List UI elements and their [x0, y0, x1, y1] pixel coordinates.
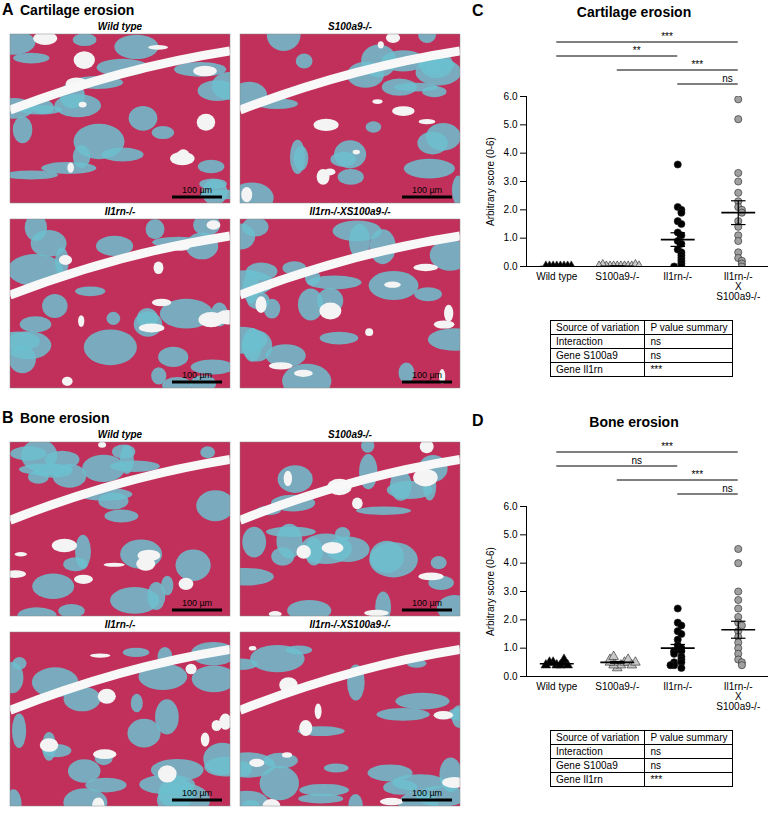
svg-text:S100a9-/-: S100a9-/-	[595, 271, 639, 282]
svg-text:100 µm: 100 µm	[182, 185, 212, 195]
svg-text:Wild type: Wild type	[98, 429, 143, 440]
svg-text:100 µm: 100 µm	[182, 788, 212, 798]
html-text:Cartilage erosion: Cartilage erosion	[576, 4, 692, 20]
svg-text:100 µm: 100 µm	[412, 185, 442, 195]
svg-text:6.0: 6.0	[504, 501, 518, 512]
svg-text:***: ***	[661, 441, 673, 452]
svg-text:Cartilage erosion: Cartilage erosion	[20, 2, 134, 18]
svg-text:ns: ns	[722, 73, 733, 84]
svg-text:Wild type: Wild type	[536, 271, 578, 282]
svg-text:Il1rn-/-XS100a9-/-: Il1rn-/-XS100a9-/-	[309, 206, 391, 217]
html-text:Source of variation: Source of variation	[556, 732, 640, 743]
html-text:Source of variation: Source of variation	[556, 322, 640, 333]
svg-text:***: ***	[691, 59, 703, 70]
svg-text:2.0: 2.0	[504, 204, 518, 215]
html-text:Gene S100a9: Gene S100a9	[556, 760, 618, 771]
svg-text:A: A	[2, 1, 14, 18]
html-text:ns: ns	[650, 336, 661, 347]
svg-text:2.0: 2.0	[504, 614, 518, 625]
svg-text:B: B	[2, 409, 14, 426]
svg-text:100 µm: 100 µm	[182, 598, 212, 608]
svg-text:5.0: 5.0	[504, 529, 518, 540]
svg-text:S100a9-/-: S100a9-/-	[328, 429, 373, 440]
svg-text:Il1rn-/-: Il1rn-/-	[105, 619, 136, 630]
svg-text:4.0: 4.0	[504, 557, 518, 568]
svg-text:ns: ns	[722, 483, 733, 494]
html-text:Interaction: Interaction	[556, 746, 603, 757]
html-text:ns: ns	[650, 760, 661, 771]
svg-text:Wild type: Wild type	[98, 21, 143, 32]
svg-text:100 µm: 100 µm	[412, 598, 442, 608]
html-text:P value summary: P value summary	[650, 732, 728, 743]
svg-text:Arbitrary score (0-6): Arbitrary score (0-6)	[485, 137, 496, 226]
svg-text:5.0: 5.0	[504, 119, 518, 130]
html-text:ns: ns	[650, 746, 661, 757]
svg-text:**: **	[633, 45, 641, 56]
svg-text:100 µm: 100 µm	[412, 788, 442, 798]
svg-text:3.0: 3.0	[504, 586, 518, 597]
html-text:C: C	[472, 2, 484, 19]
html-text:Interaction: Interaction	[556, 336, 603, 347]
svg-text:0.0: 0.0	[504, 671, 518, 682]
svg-text:3.0: 3.0	[504, 176, 518, 187]
svg-text:***: ***	[661, 31, 673, 42]
svg-text:100 µm: 100 µm	[412, 370, 442, 380]
svg-text:S100a9-/-: S100a9-/-	[595, 681, 639, 692]
html-text:Gene Il1rn: Gene Il1rn	[556, 774, 603, 785]
svg-text:S100a9-/-: S100a9-/-	[328, 21, 373, 32]
svg-text:Il1rn-/-XS100a9-/-: Il1rn-/-XS100a9-/-	[716, 271, 760, 302]
svg-text:Arbitrary score (0-6): Arbitrary score (0-6)	[485, 547, 496, 636]
html-text:Gene S100a9: Gene S100a9	[556, 350, 618, 361]
html-text:ns: ns	[650, 350, 661, 361]
svg-text:4.0: 4.0	[504, 147, 518, 158]
svg-text:1.0: 1.0	[504, 232, 518, 243]
svg-text:Il1rn-/-XS100a9-/-: Il1rn-/-XS100a9-/-	[716, 681, 760, 712]
svg-text:ns: ns	[631, 455, 642, 466]
svg-text:Il1rn-/-: Il1rn-/-	[663, 681, 692, 692]
html-text:P value summary: P value summary	[650, 322, 728, 333]
svg-text:0.0: 0.0	[504, 261, 518, 272]
svg-text:Bone erosion: Bone erosion	[20, 410, 109, 426]
svg-text:6.0: 6.0	[504, 91, 518, 102]
html-text:Gene Il1rn: Gene Il1rn	[556, 364, 603, 375]
svg-text:Il1rn-/-: Il1rn-/-	[663, 271, 692, 282]
html-text:D: D	[472, 412, 484, 429]
svg-text:***: ***	[691, 469, 703, 480]
svg-text:Wild type: Wild type	[536, 681, 578, 692]
svg-text:1.0: 1.0	[504, 642, 518, 653]
svg-text:Il1rn-/-: Il1rn-/-	[105, 206, 136, 217]
svg-text:Il1rn-/-XS100a9-/-: Il1rn-/-XS100a9-/-	[309, 619, 391, 630]
html-text:Bone erosion: Bone erosion	[589, 414, 679, 430]
svg-text:100 µm: 100 µm	[182, 370, 212, 380]
